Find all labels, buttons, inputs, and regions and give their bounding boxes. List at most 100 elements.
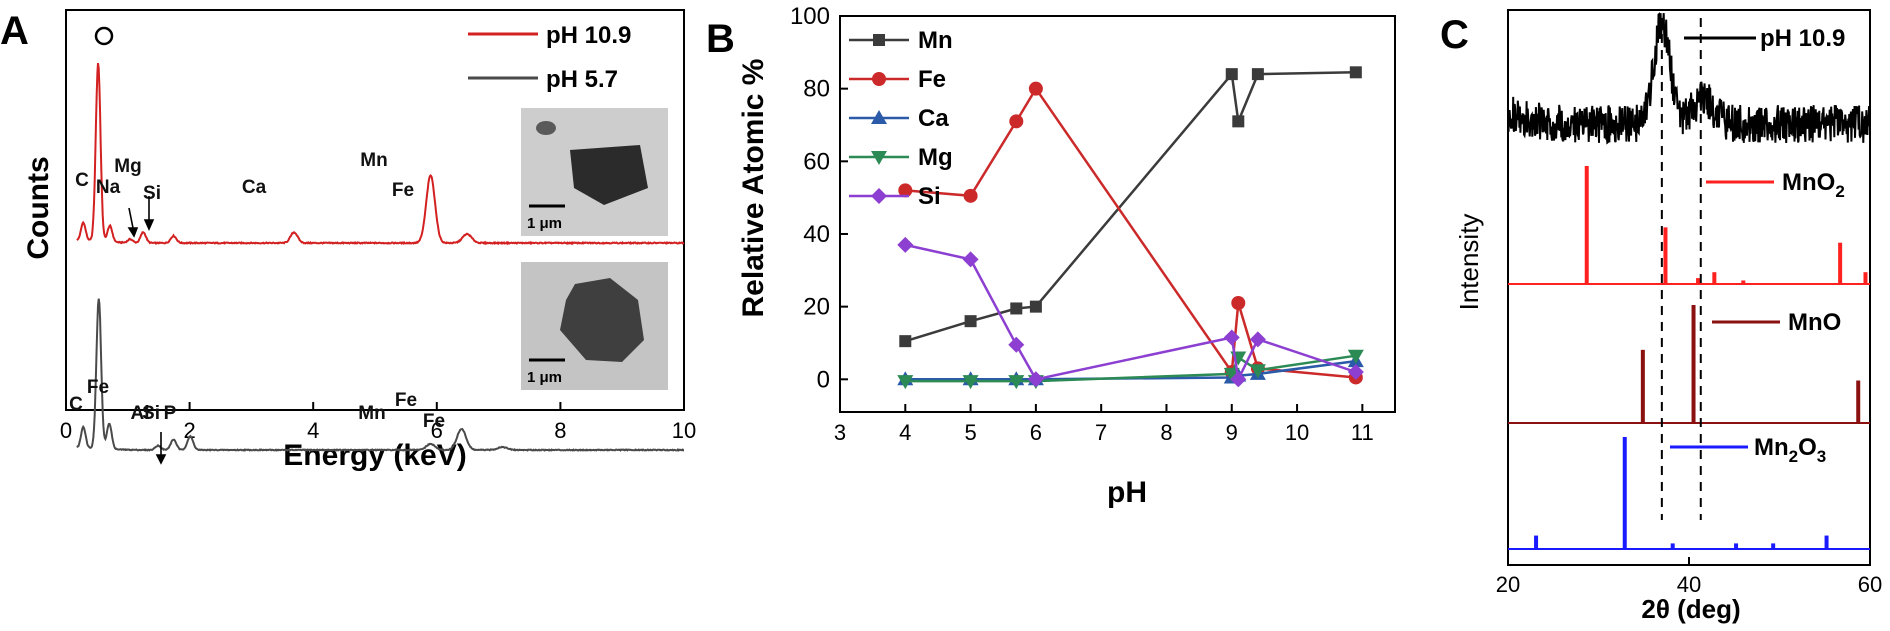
reference-stick (1712, 272, 1717, 284)
panel-c-plots (1507, 12, 1871, 550)
peak-label: P (164, 403, 177, 424)
panel-c-labels: pH 10.9 MnO2 MnO Mn2O3 (1670, 25, 1845, 466)
peak-label: Fe (392, 180, 414, 201)
panel-b-axes: 3 4 5 6 7 8 9 10 11 0 20 40 60 80 100 (790, 3, 1374, 445)
b-ytick-label: 80 (803, 76, 830, 103)
reference-stick (1863, 272, 1868, 284)
tem-particle-bottom (560, 278, 644, 362)
b-ytick-label: 100 (790, 3, 830, 30)
reference-stick (1584, 166, 1589, 284)
c-xtick-label: 40 (1677, 572, 1701, 597)
legend-mg-marker (871, 151, 887, 165)
reference-stick (1696, 278, 1701, 284)
mn-point (1225, 68, 1238, 81)
peak-label: Si (142, 403, 160, 424)
mg-point (962, 375, 979, 390)
panel-c-frame (1507, 9, 1871, 566)
spectrum-line-0 (76, 62, 685, 246)
legend-ph109-label: pH 10.9 (546, 22, 631, 49)
legend-ca-label: Ca (918, 105, 949, 132)
reference-stick (1838, 242, 1843, 284)
legend-fe-marker (872, 72, 886, 86)
al-arrowhead-icon (155, 454, 167, 465)
peak-label: Mn (358, 403, 385, 424)
panel-b-series (897, 66, 1364, 390)
reference-stick (1741, 280, 1746, 284)
c-xtick-label: 20 (1496, 572, 1520, 597)
series-line-si (905, 243, 1357, 384)
legend-si-marker (871, 188, 887, 204)
mg-arrowhead-icon (143, 219, 155, 231)
o-marker-icon (94, 26, 114, 46)
a-xtick-label: 10 (672, 418, 696, 443)
fe-point (1009, 114, 1024, 129)
a-xtick-label: 4 (307, 418, 319, 443)
panel-c-ylabel: Intensity (1454, 214, 1484, 311)
b-xtick-label: 10 (1285, 420, 1309, 445)
b-xtick-label: 11 (1351, 420, 1374, 445)
mn-point (1251, 68, 1264, 81)
fe-point (963, 188, 978, 203)
panel-b-xlabel: pH (1107, 476, 1147, 509)
mn-point (1029, 300, 1042, 313)
fe-point (1231, 296, 1246, 311)
tem-particle-small (536, 121, 556, 135)
legend-mno2-label: MnO2 (1782, 169, 1845, 201)
reference-stick (1663, 227, 1668, 284)
peak-label: Mg (114, 156, 141, 177)
si-point (1249, 331, 1266, 348)
panel-a-spectra (76, 62, 685, 452)
c-xtick-label: 60 (1858, 572, 1882, 597)
panel-a-legend: pH 10.9 pH 5.7 (468, 22, 631, 93)
b-ytick-label: 0 (817, 366, 830, 393)
b-ytick-label: 60 (803, 148, 830, 175)
scale-bar-bottom-label: 1 μm (527, 369, 562, 386)
b-xtick-label: 3 (834, 420, 846, 445)
peak-label: Mn (360, 150, 387, 171)
legend-si-label: Si (918, 183, 941, 210)
mg-point (1249, 364, 1266, 379)
mn-point (899, 335, 912, 348)
reference-stick (1691, 305, 1696, 423)
legend-mn2o3-label: Mn2O3 (1754, 434, 1826, 466)
panel-b-letter: B (706, 17, 735, 61)
series-mn (899, 66, 1362, 348)
fe-point (1028, 81, 1043, 96)
mg-point (897, 375, 914, 390)
panel-b: B Relative Atomic % 3 4 5 6 7 8 9 10 11 0 20 40 60 80… (706, 3, 1396, 509)
peak-label: Si (143, 183, 161, 204)
si-point (962, 251, 979, 268)
panel-a-y-axis-title: Counts (22, 156, 55, 259)
peak-label: Fe (87, 377, 109, 398)
panel-c: C Intensity 20 40 60 2θ (deg) pH 10.9 MnO2… (1440, 9, 1882, 624)
reference-mn2o3 (1508, 437, 1870, 550)
series-line-mn (904, 71, 1356, 343)
fe-point (898, 183, 913, 198)
si-point (1027, 371, 1044, 388)
mn-point (1232, 115, 1245, 128)
reference-stick (1771, 543, 1776, 549)
series-line-fe (905, 86, 1356, 379)
panel-b-ylabel: Relative Atomic % (737, 59, 770, 318)
reference-stick (1640, 349, 1645, 423)
panel-a-xlabel: Energy (keV) (283, 439, 466, 472)
panel-a-letter: A (0, 9, 29, 53)
a-xtick-label: 6 (431, 418, 443, 443)
b-ytick-label: 40 (803, 221, 830, 248)
peak-label: Fe (423, 411, 445, 432)
peak-label: C (69, 394, 83, 415)
tem-particle-top (570, 145, 648, 205)
panel-c-letter: C (1440, 13, 1469, 57)
panel-c-x-ticks: 20 40 60 (1496, 557, 1882, 597)
b-ytick-label: 20 (803, 294, 830, 321)
panel-a-x-ticks: 0 2 4 6 8 10 (60, 402, 696, 443)
b-xtick-label: 9 (1226, 420, 1238, 445)
panel-a-frame (65, 9, 685, 411)
b-xtick-label: 6 (1030, 420, 1042, 445)
panel-b-legend: Mn Fe Ca Mg Si (849, 27, 953, 210)
reference-stick (1670, 543, 1675, 549)
peak-label: Al (131, 403, 150, 424)
